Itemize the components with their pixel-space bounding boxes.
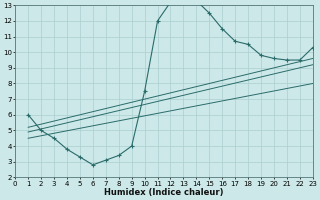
X-axis label: Humidex (Indice chaleur): Humidex (Indice chaleur): [104, 188, 224, 197]
